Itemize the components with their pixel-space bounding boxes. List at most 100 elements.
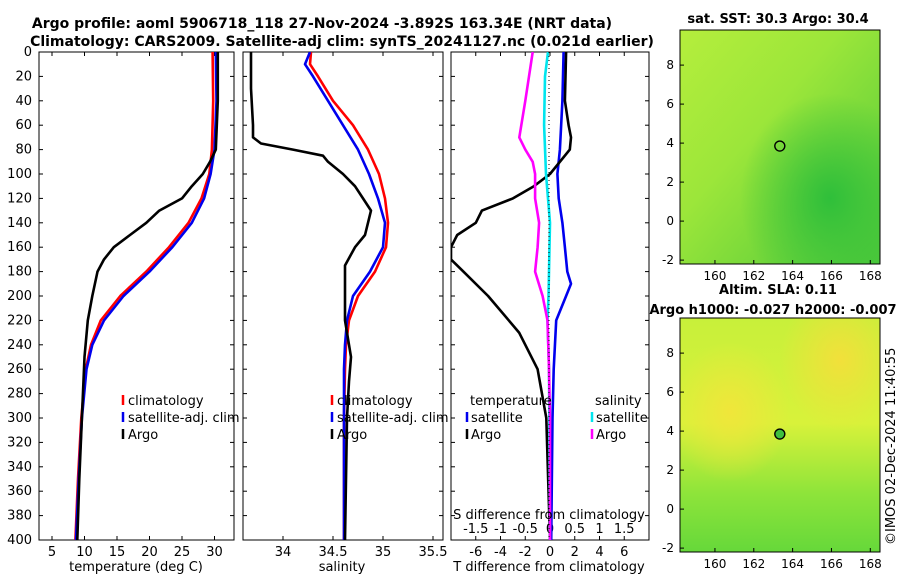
lon-tick-label: 160: [703, 269, 726, 283]
x-tick-label: -6: [469, 545, 482, 560]
legend-label-climatology: climatology: [337, 394, 413, 409]
argo-location-marker: [774, 428, 786, 440]
temperature-xlabel: temperature (deg C): [69, 560, 203, 575]
depth-tick-label: 340: [7, 460, 32, 475]
sla-map: 160 162 164 166 168 -2 0 2 4 6 8: [662, 317, 882, 571]
legend-label-argo: Argo: [337, 428, 367, 443]
depth-tick-label: 280: [7, 387, 32, 402]
legend-label-t-satellite: satellite: [471, 411, 523, 426]
depth-tick-label: 80: [15, 143, 32, 158]
series-argo: [249, 52, 373, 540]
x-tick-label: 35: [375, 545, 392, 560]
x-tick-label: 30: [206, 545, 223, 560]
legend-label-argo: Argo: [128, 428, 158, 443]
depth-tick-label: 140: [7, 216, 32, 231]
depth-tick-label: 260: [7, 362, 32, 377]
header-line-1: Argo profile: aoml 5906718_118 27-Nov-20…: [32, 16, 612, 32]
depth-tick-label: 40: [15, 94, 32, 109]
sla-map-title: Altim. SLA: 0.11: [719, 283, 837, 298]
lon-tick-label: 168: [859, 557, 882, 571]
depth-tick-label: 400: [7, 533, 32, 548]
s-diff-tick-label: -1.5: [463, 522, 488, 537]
x-tick-label: 20: [141, 545, 158, 560]
lat-tick-label: 2: [666, 175, 674, 189]
depth-tick-label: 100: [7, 167, 32, 182]
lon-tick-label: 160: [703, 557, 726, 571]
lat-tick-label: 8: [666, 58, 674, 72]
depth-tick-label: 320: [7, 435, 32, 450]
temperature-axes: [38, 51, 235, 541]
header-line-2: Climatology: CARS2009. Satellite-adj cli…: [30, 34, 654, 50]
series-temperature-satellite: [549, 52, 573, 540]
series-argo: [76, 52, 220, 540]
sst-map-frame: [679, 29, 881, 265]
x-tick-label: 35.5: [419, 545, 448, 560]
depth-tick-label: 20: [15, 69, 32, 84]
lon-tick-label: 162: [742, 557, 765, 571]
depth-tick-label: 360: [7, 484, 32, 499]
x-tick-label: 34.5: [319, 545, 348, 560]
x-tick-label: 34: [275, 545, 292, 560]
lat-tick-label: 4: [666, 136, 674, 150]
legend-label-s-satellite: satellite: [596, 411, 648, 426]
legend-title-temperature: temperature: [470, 394, 552, 409]
lon-tick-label: 164: [781, 269, 804, 283]
sla-map-frame: [679, 317, 881, 553]
legend-label-s-argo: Argo: [596, 428, 626, 443]
legend-title-salinity: salinity: [595, 394, 642, 409]
lon-tick-label: 164: [781, 557, 804, 571]
lat-tick-label: 6: [666, 97, 674, 111]
legend-label-satellite: satellite-adj. clim: [337, 411, 449, 426]
x-tick-label: 5: [48, 545, 56, 560]
depth-tick-label: 200: [7, 289, 32, 304]
s-diff-tick-label: -1: [494, 522, 507, 537]
lon-tick-label: 168: [859, 269, 882, 283]
salinity-diff-xlabel: S difference from climatology: [453, 508, 645, 523]
lon-tick-label: 166: [820, 269, 843, 283]
series-temperature-argo: [451, 52, 573, 540]
lat-tick-label: -2: [662, 541, 674, 555]
depth-tick-label: 240: [7, 338, 32, 353]
s-diff-tick-label: 0.5: [564, 522, 585, 537]
depth-tick-label: 0: [24, 45, 32, 60]
salinity-xlabel: salinity: [319, 560, 366, 575]
difference-legend: temperature satellite Argo salinity sate…: [465, 394, 648, 443]
x-tick-label: 0: [546, 545, 554, 560]
lat-tick-label: 0: [666, 214, 674, 228]
lat-tick-label: 4: [666, 424, 674, 438]
x-tick-label: 2: [571, 545, 579, 560]
s-diff-tick-label: 1.5: [614, 522, 635, 537]
depth-tick-label: 220: [7, 313, 32, 328]
x-tick-label: 6: [620, 545, 628, 560]
series-satellite-adj-clim: [303, 52, 387, 540]
sla-map-subtitle: Argo h1000: -0.027 h2000: -0.007: [649, 303, 896, 318]
depth-tick-label: 300: [7, 411, 32, 426]
s-diff-tick-label: -0.5: [513, 522, 538, 537]
x-tick-label: 25: [174, 545, 191, 560]
x-tick-label: 4: [595, 545, 603, 560]
salinity-legend: climatology satellite-adj. clim Argo: [330, 394, 449, 443]
imos-timestamp: ©IMOS 02-Dec-2024 11:40:55: [884, 348, 899, 545]
legend-label-climatology: climatology: [128, 394, 204, 409]
x-tick-label: 15: [109, 545, 126, 560]
lat-tick-label: 0: [666, 502, 674, 516]
lat-tick-label: 8: [666, 346, 674, 360]
lat-tick-label: 2: [666, 463, 674, 477]
legend-label-satellite: satellite-adj. clim: [128, 411, 240, 426]
s-diff-tick-label: 1: [595, 522, 603, 537]
x-tick-label: -2: [519, 545, 532, 560]
temperature-legend: climatology satellite-adj. clim Argo: [121, 394, 240, 443]
sst-warm-pool: [680, 30, 880, 264]
depth-tick-label: 380: [7, 509, 32, 524]
depth-tick-label: 180: [7, 265, 32, 280]
x-tick-label: -4: [494, 545, 507, 560]
depth-tick-label: 60: [15, 118, 32, 133]
x-tick-label: 10: [76, 545, 93, 560]
sst-map: 160 162 164 166 168 -2 0 2 4 6 8: [662, 29, 882, 283]
lon-tick-label: 166: [820, 557, 843, 571]
lat-tick-label: 6: [666, 385, 674, 399]
lon-tick-label: 162: [742, 269, 765, 283]
depth-tick-label: 160: [7, 240, 32, 255]
argo-location-marker: [774, 140, 786, 152]
